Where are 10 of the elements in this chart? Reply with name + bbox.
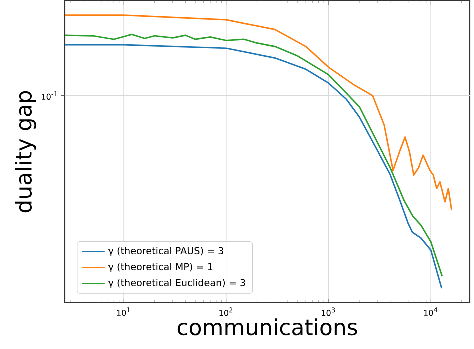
y-axis-title: duality gap (15, 91, 36, 213)
legend-label: γ (theoretical MP) = 1 (108, 263, 213, 272)
x-tick-label: 10$^{2}$ (220, 308, 233, 316)
text: 10$^{-1}$ (42, 92, 58, 100)
x-tick-label: 10$^{4}$ (424, 308, 438, 316)
x-tick-label: 10$^{3}$ (322, 308, 336, 316)
legend-label: γ (theoretical PAUS) = 3 (108, 247, 224, 256)
legend-label: γ (theoretical Euclidean) = 3 (108, 279, 246, 288)
x-axis-title: communications (178, 318, 358, 336)
x-tick-label: 10$^{1}$ (117, 308, 130, 316)
